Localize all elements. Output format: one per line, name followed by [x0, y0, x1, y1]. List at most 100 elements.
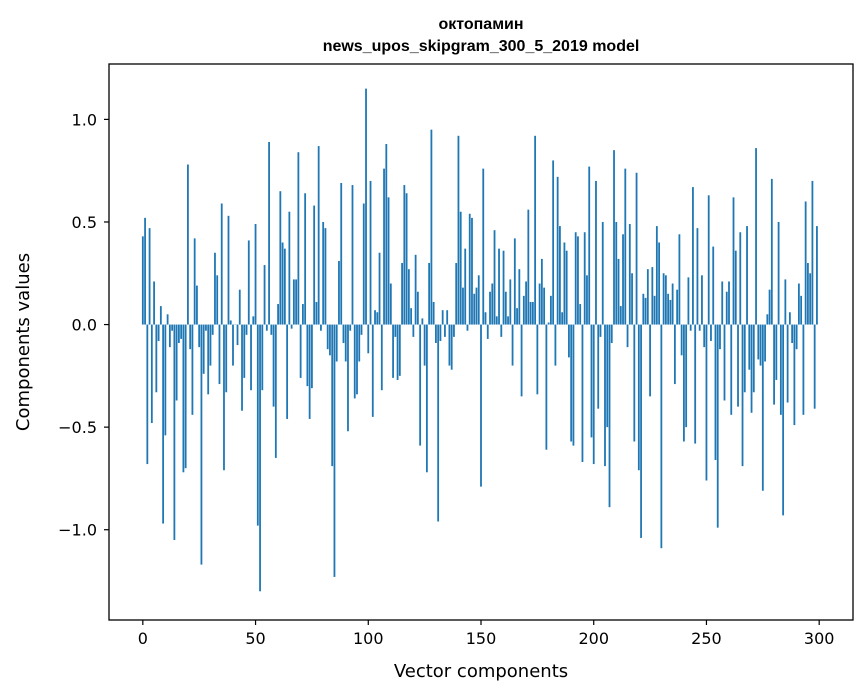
bar [462, 287, 464, 325]
bar [723, 324, 726, 401]
bar [268, 141, 270, 325]
bar [807, 263, 809, 325]
bar [782, 324, 785, 516]
bar [651, 267, 654, 325]
x-tick-label: 200 [578, 629, 609, 648]
chart-title-line-1: октопамин [438, 16, 523, 33]
bar [349, 324, 352, 331]
bar [743, 324, 746, 393]
bar [252, 316, 255, 325]
bar [525, 281, 527, 325]
bar [322, 221, 325, 325]
bar [793, 324, 796, 426]
bar [484, 312, 487, 325]
bar [141, 236, 144, 325]
bar [507, 316, 509, 325]
bar [491, 283, 494, 325]
bar [606, 324, 609, 428]
y-tick-label: 1.0 [72, 110, 97, 129]
bar [209, 324, 212, 366]
bar [534, 135, 537, 325]
bar [223, 324, 225, 471]
bar [435, 324, 437, 344]
bar [389, 283, 392, 325]
x-axis-ticks: 0 50 100 150 200 250 300 [138, 620, 834, 648]
bar [241, 324, 243, 411]
bar [574, 232, 577, 325]
bar [746, 226, 748, 325]
bar [347, 324, 349, 432]
bar [259, 324, 261, 592]
bar [527, 209, 530, 325]
bar [344, 324, 347, 362]
y-tick-label: −0.5 [58, 418, 97, 437]
bar [439, 324, 442, 341]
bar [748, 324, 751, 370]
bar [416, 291, 419, 325]
bar [768, 289, 771, 325]
x-tick-label: 100 [353, 629, 384, 648]
bar [247, 240, 250, 325]
bar [227, 215, 230, 325]
bar [498, 248, 500, 325]
bar [538, 283, 541, 325]
bar [712, 246, 715, 325]
bar [673, 324, 676, 385]
bar [150, 324, 153, 424]
bar [635, 172, 638, 325]
bar [696, 228, 699, 325]
bar [741, 324, 744, 467]
bar [565, 250, 568, 325]
bar [281, 242, 284, 325]
bar [353, 324, 356, 399]
bar [425, 324, 428, 473]
bar [486, 324, 489, 339]
bar [795, 324, 798, 350]
bar [335, 324, 338, 362]
bar [502, 250, 505, 325]
bar [683, 324, 685, 442]
y-axis-ticks: −1.0 −0.5 0.0 0.5 1.0 [58, 110, 109, 540]
bar [148, 228, 151, 325]
bar [159, 306, 162, 325]
bar [175, 324, 178, 401]
bar [274, 324, 277, 458]
x-tick-label: 250 [691, 629, 722, 648]
bar [198, 324, 201, 348]
bar [658, 242, 661, 325]
bar [624, 168, 627, 325]
bar [755, 148, 757, 325]
bar [619, 306, 622, 325]
bar [590, 324, 593, 438]
bar [734, 250, 737, 325]
bar [628, 224, 631, 325]
bar-series [141, 88, 818, 592]
bar [214, 252, 216, 325]
bar [419, 324, 422, 446]
bar [750, 324, 753, 413]
bar [250, 324, 252, 391]
bar [229, 320, 232, 325]
bar [480, 324, 482, 487]
bar [692, 187, 694, 325]
bar [162, 324, 165, 524]
y-tick-label: 0.0 [72, 316, 97, 335]
bar [572, 324, 575, 446]
bar [816, 226, 818, 325]
bar [554, 324, 557, 366]
bar [482, 168, 485, 325]
bar [570, 324, 573, 442]
bar [144, 217, 146, 325]
bar [577, 236, 579, 325]
bar [640, 324, 642, 538]
bar [536, 324, 539, 395]
bar [182, 324, 185, 473]
bar [453, 324, 455, 337]
bar [633, 324, 636, 442]
bar [428, 263, 431, 325]
bar [396, 324, 399, 380]
bar [220, 203, 223, 325]
bar [232, 324, 234, 366]
bar [200, 324, 203, 565]
bar [216, 275, 219, 325]
